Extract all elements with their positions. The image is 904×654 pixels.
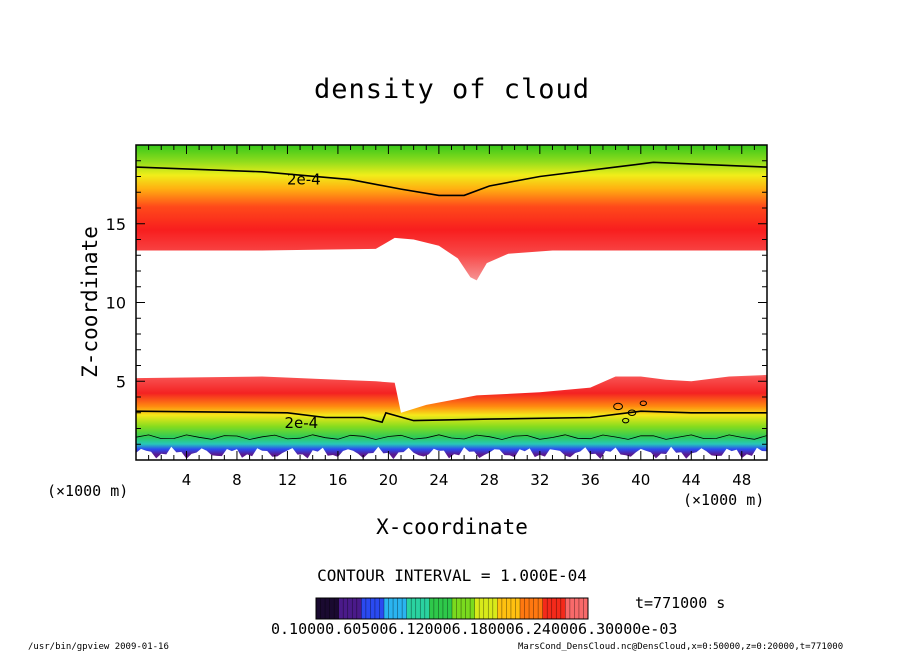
- colorbar-cell-12: [370, 598, 376, 619]
- turbulent-contour-0: [613, 402, 623, 411]
- y-tick-label-10: 10: [106, 294, 126, 313]
- colorbar-cell-11: [365, 598, 371, 619]
- colorbar-cell-22: [415, 598, 421, 619]
- lower-layer-bottom-edge: [136, 446, 767, 460]
- colorbar-cell-57: [574, 598, 580, 619]
- x-unit-left: (×1000 m): [47, 482, 129, 500]
- colorbar-cell-14: [379, 598, 385, 619]
- colorbar-cell-7: [347, 598, 353, 619]
- colorbar-cell-5: [338, 598, 344, 619]
- colorbar-cell-13: [374, 598, 380, 619]
- contour-label-upper: 2e-4: [287, 171, 321, 189]
- turbulent-contour-1: [627, 409, 637, 416]
- x-tick-label-36: 36: [581, 471, 600, 489]
- x-tick-label-28: 28: [480, 471, 499, 489]
- y-axis-label: Z-coordinate: [78, 226, 102, 378]
- colorbar-cell-47: [529, 598, 535, 619]
- colorbar-cell-37: [483, 598, 489, 619]
- colorbar-cell-17: [393, 598, 399, 619]
- colorbar-cell-2: [325, 598, 331, 619]
- y-tick-label-15: 15: [106, 215, 126, 234]
- chart-title: density of cloud: [313, 74, 591, 105]
- colorbar-cell-30: [452, 598, 458, 619]
- colorbar-cell-51: [547, 598, 553, 619]
- colorbar-cell-44: [515, 598, 521, 619]
- x-tick-label-32: 32: [530, 471, 549, 489]
- colorbar-cell-40: [497, 598, 503, 619]
- x-tick-label-12: 12: [278, 471, 297, 489]
- y-tick-label-5: 5: [116, 372, 126, 391]
- colorbar-cell-6: [343, 598, 349, 619]
- colorbar-cell-15: [384, 598, 390, 619]
- x-tick-label-4: 4: [182, 471, 192, 489]
- colorbar-cell-33: [465, 598, 471, 619]
- lower-contour-line: [135, 410, 767, 424]
- x-axis-label: X-coordinate: [376, 515, 528, 539]
- colorbar-cell-19: [402, 598, 408, 619]
- colorbar-cell-26: [433, 598, 439, 619]
- colorbar-cell-1: [320, 598, 326, 619]
- upper-cloud-layer: [136, 145, 767, 281]
- colorbar-cell-9: [356, 598, 362, 619]
- colorbar-cell-35: [474, 598, 480, 619]
- base-contour-line: [135, 434, 768, 440]
- colorbar-cell-56: [569, 598, 575, 619]
- colorbar-cell-21: [411, 598, 417, 619]
- x-tick-label-8: 8: [232, 471, 242, 489]
- colorbar-cell-31: [456, 598, 462, 619]
- x-tick-label-24: 24: [429, 471, 448, 489]
- colorbar-cell-50: [542, 598, 548, 619]
- colorbar-cell-55: [565, 598, 571, 619]
- colorbar-cell-54: [560, 598, 566, 619]
- x-tick-label-44: 44: [682, 471, 701, 489]
- colorbar-labels: 0.10000.605006.120006.180006.240006.3000…: [271, 620, 678, 638]
- colorbar-frame: [315, 597, 589, 620]
- colorbar-cell-39: [492, 598, 498, 619]
- colorbar-cell-4: [334, 598, 340, 619]
- x-tick-label-16: 16: [328, 471, 347, 489]
- colorbar-cell-8: [352, 598, 358, 619]
- x-tick-label-48: 48: [732, 471, 751, 489]
- colorbar-cell-53: [556, 598, 562, 619]
- time-label: t=771000 s: [635, 594, 726, 612]
- colorbar-cell-42: [506, 598, 512, 619]
- colorbar-cell-20: [406, 598, 412, 619]
- colorbar-cell-32: [461, 598, 467, 619]
- turbulent-contour-3: [639, 400, 647, 407]
- colorbar-cell-24: [424, 598, 430, 619]
- colorbar-cell-18: [397, 598, 403, 619]
- colorbar-cell-0: [316, 598, 322, 619]
- footer-right: MarsCond_DensCloud.nc@DensCloud,x=0:5000…: [518, 642, 844, 652]
- colorbar-cell-52: [551, 598, 557, 619]
- colorbar-cell-38: [488, 598, 494, 619]
- colorbar-cell-25: [429, 598, 435, 619]
- turbulent-contour-2: [622, 417, 630, 424]
- colorbar-cell-36: [479, 598, 485, 619]
- colorbar-cell-27: [438, 598, 444, 619]
- contour-label-lower: 2e-4: [284, 414, 318, 432]
- colorbar-cell-48: [533, 598, 539, 619]
- colorbar-cell-3: [329, 598, 335, 619]
- colorbar-cell-28: [442, 598, 448, 619]
- colorbar-cell-49: [538, 598, 544, 619]
- x-tick-label-40: 40: [631, 471, 650, 489]
- colorbar-cell-46: [524, 598, 530, 619]
- colorbar-cell-23: [420, 598, 426, 619]
- colorbar-cell-58: [578, 598, 584, 619]
- colorbar-cell-41: [501, 598, 507, 619]
- upper-contour-line: [135, 161, 768, 197]
- x-tick-label-20: 20: [379, 471, 398, 489]
- colorbar-cell-10: [361, 598, 367, 619]
- colorbar-cell-16: [388, 598, 394, 619]
- x-unit-right: (×1000 m): [683, 491, 765, 509]
- colorbar-cell-45: [520, 598, 526, 619]
- colorbar-cell-34: [470, 598, 476, 619]
- colorbar-cell-43: [510, 598, 516, 619]
- footer-left: /usr/bin/gpview 2009-01-16: [28, 642, 169, 652]
- contour-interval: CONTOUR INTERVAL = 1.000E-04: [317, 566, 587, 585]
- colorbar-cell-59: [583, 598, 589, 619]
- colorbar-cell-29: [447, 598, 453, 619]
